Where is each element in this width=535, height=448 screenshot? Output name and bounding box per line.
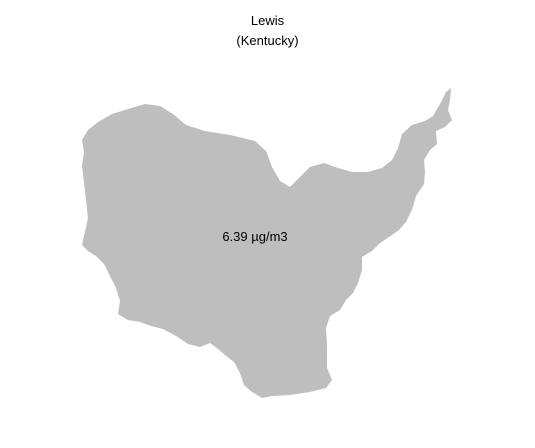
county-value-label: 6.39 µg/m3 bbox=[222, 229, 288, 244]
map-title-state: (Kentucky) bbox=[236, 33, 299, 48]
map-title-county-name: Lewis bbox=[250, 13, 285, 28]
county-shape-lewis bbox=[82, 88, 452, 398]
